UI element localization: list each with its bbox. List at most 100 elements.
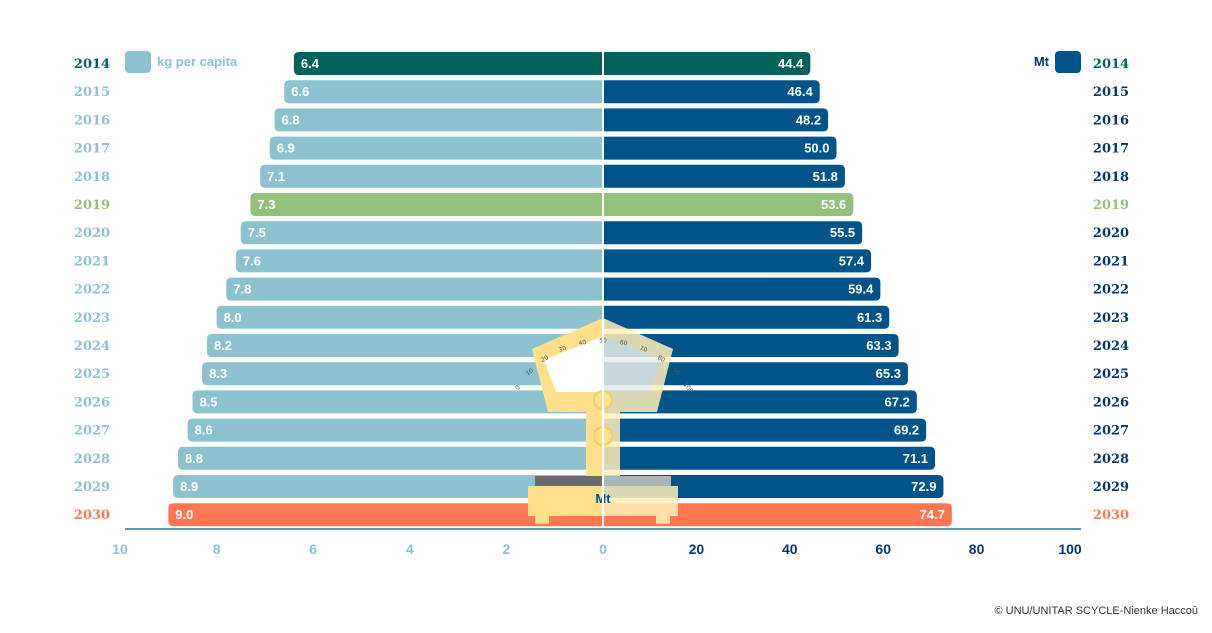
scale-right-half	[603, 318, 678, 524]
year-right-2030: 2030	[1093, 508, 1129, 523]
label-kg-2021: 7.6	[243, 253, 261, 268]
bar-kg-2028	[177, 446, 603, 470]
label-kg-2014: 6.4	[301, 56, 320, 71]
dial-number: 90	[671, 367, 681, 377]
bar-mt-2022	[603, 277, 881, 301]
year-right-2017: 2017	[1093, 142, 1129, 157]
tick-mt-40: 40	[782, 541, 798, 557]
label-kg-2020: 7.5	[248, 225, 266, 240]
year-left-2019: 2019	[74, 198, 110, 213]
year-right-2020: 2020	[1093, 226, 1129, 241]
year-right-2021: 2021	[1093, 254, 1129, 269]
bar-mt-2019	[603, 193, 854, 216]
dial-number: 0	[514, 384, 522, 392]
label-kg-2022: 7.8	[233, 282, 251, 297]
year-left-2021: 2021	[74, 254, 110, 269]
year-left-2027: 2027	[74, 424, 110, 439]
year-right-2026: 2026	[1093, 395, 1129, 410]
tick-mt-100: 100	[1058, 541, 1082, 557]
bar-kg-2018	[260, 164, 603, 188]
year-left-2026: 2026	[74, 395, 110, 410]
year-right-2027: 2027	[1093, 424, 1129, 439]
bar-mt-2014	[603, 52, 811, 75]
label-mt-2024: 63.3	[866, 338, 891, 353]
bar-mt-2029	[603, 475, 944, 498]
year-right-2029: 2029	[1093, 480, 1129, 495]
label-mt-2023: 61.3	[857, 310, 882, 325]
label-kg-2024: 8.2	[214, 338, 232, 353]
bar-mt-2018	[603, 164, 845, 188]
year-left-2017: 2017	[74, 142, 110, 157]
dial-number: 10	[525, 367, 535, 377]
label-mt-2030: 74.7	[920, 507, 945, 522]
bar-kg-2015	[284, 80, 603, 104]
label-kg-2030: 9.0	[175, 507, 193, 522]
bar-mt-2024	[603, 334, 899, 357]
label-kg-2017: 6.9	[277, 141, 295, 156]
bar-kg-2024	[206, 334, 603, 357]
bar-mt-2025	[603, 362, 908, 386]
label-mt-2019: 53.6	[821, 197, 846, 212]
bar-kg-2019	[250, 193, 603, 216]
bar-mt-2030	[603, 503, 952, 527]
legend-swatch-mt	[1055, 51, 1081, 73]
label-mt-2022: 59.4	[848, 282, 874, 297]
label-mt-2027: 69.2	[894, 423, 919, 438]
bar-kg-2016	[274, 108, 603, 132]
year-right-2019: 2019	[1093, 198, 1129, 213]
dial-number: 80	[656, 354, 666, 364]
year-left-2025: 2025	[74, 367, 110, 382]
bar-mt-2015	[603, 80, 820, 104]
year-right-2025: 2025	[1093, 367, 1129, 382]
label-mt-2028: 71.1	[903, 451, 928, 466]
year-left-2018: 2018	[74, 170, 110, 185]
tick-kg-10: 10	[112, 541, 128, 557]
kg-per-capita-bars: 6.4 6.6 6.8 6.9 7.1 7.3 7.5 7.6 7.8 8.0 8.2 8.3 8.5 8…	[168, 52, 604, 527]
label-kg-2016: 6.8	[282, 112, 300, 127]
year-left-2024: 2024	[74, 339, 110, 354]
bar-kg-2025	[202, 362, 604, 386]
year-left-2022: 2022	[74, 283, 110, 298]
label-kg-2029: 8.9	[180, 479, 198, 494]
x-axis-ticks: 10 8 6 4 2 0 20 40 60 80 100	[112, 541, 1082, 557]
bar-kg-2026	[192, 390, 603, 414]
label-mt-2025: 65.3	[876, 366, 901, 381]
year-left-2030: 2030	[74, 508, 110, 523]
year-right-2028: 2028	[1093, 452, 1129, 467]
bar-kg-2027	[187, 418, 603, 442]
year-left-2023: 2023	[74, 311, 110, 326]
tick-kg-0: 0	[599, 541, 607, 557]
label-mt-2020: 55.5	[830, 225, 855, 240]
label-kg-2026: 8.5	[199, 394, 217, 409]
bar-mt-2020	[603, 221, 863, 245]
year-left-2020: 2020	[74, 226, 110, 241]
year-right-2022: 2022	[1093, 283, 1129, 298]
year-left-2016: 2016	[74, 113, 110, 128]
bar-kg-2021	[235, 249, 604, 273]
year-left-2015: 2015	[74, 85, 110, 100]
dial-number: 60	[619, 339, 628, 347]
dial-number: 40	[578, 339, 587, 347]
year-left-2029: 2029	[74, 480, 110, 495]
dial-number: 30	[558, 345, 568, 354]
bar-mt-2023	[603, 305, 890, 329]
bar-kg-2022	[226, 277, 603, 301]
bar-mt-2027	[603, 418, 927, 442]
legend-label-kg: kg per capita	[157, 54, 238, 69]
mt-bars: 44.4 46.4 48.2 50.0 51.8 53.6 55.5 57.4 59.4 61.3…	[603, 52, 952, 527]
credit: © UNU/UNITAR SCYCLE-Nienke Haccoû	[994, 605, 1198, 617]
bar-mt-2026	[603, 390, 917, 414]
label-kg-2015: 6.6	[291, 84, 309, 99]
label-mt-2015: 46.4	[787, 84, 813, 99]
tick-kg-6: 6	[309, 541, 317, 557]
bar-kg-2020	[240, 221, 603, 245]
bar-mt-2028	[603, 446, 936, 470]
tick-kg-4: 4	[406, 541, 414, 557]
bar-kg-2017	[269, 136, 603, 160]
label-kg-2027: 8.6	[195, 423, 213, 438]
legend-swatch-kg	[125, 51, 151, 73]
legend-right: Mt	[1034, 51, 1081, 73]
label-mt-2021: 57.4	[839, 253, 865, 268]
year-left-2014: 2014	[74, 57, 110, 72]
